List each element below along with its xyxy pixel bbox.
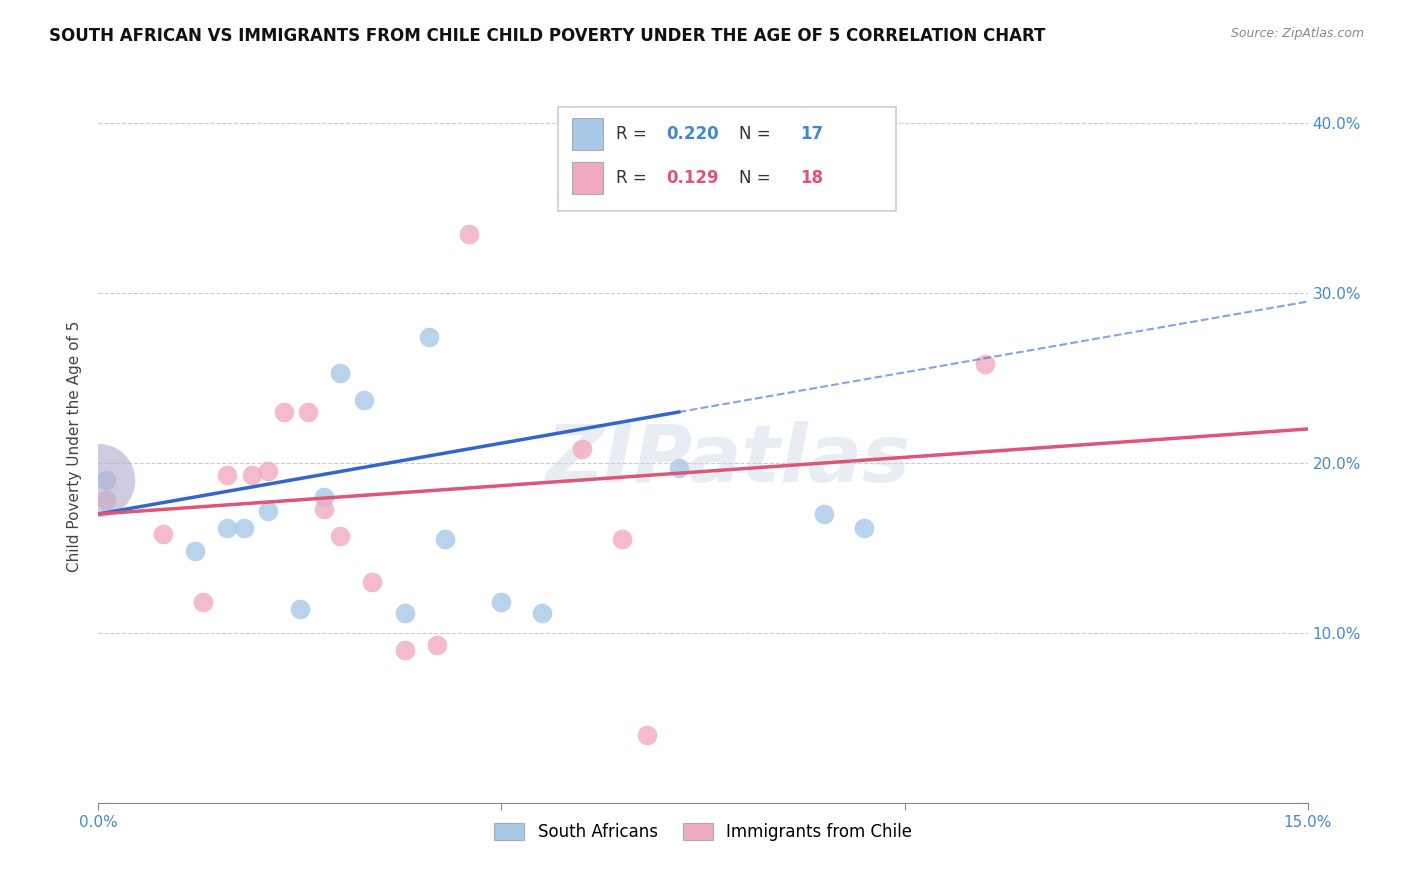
- Point: [184, 544, 207, 558]
- Text: ZIPatlas: ZIPatlas: [544, 421, 910, 500]
- Point: [96, 473, 118, 487]
- Point: [193, 595, 215, 609]
- Point: [636, 728, 658, 742]
- Point: [530, 606, 553, 620]
- Point: [458, 227, 481, 241]
- Text: 0.129: 0.129: [666, 169, 720, 187]
- Point: [668, 461, 690, 475]
- Text: N =: N =: [740, 169, 776, 187]
- Point: [217, 520, 239, 534]
- Text: SOUTH AFRICAN VS IMMIGRANTS FROM CHILE CHILD POVERTY UNDER THE AGE OF 5 CORRELAT: SOUTH AFRICAN VS IMMIGRANTS FROM CHILE C…: [49, 27, 1046, 45]
- FancyBboxPatch shape: [558, 107, 897, 211]
- Point: [394, 643, 416, 657]
- Point: [297, 405, 319, 419]
- Point: [240, 467, 263, 482]
- Point: [256, 503, 278, 517]
- Point: [853, 520, 876, 534]
- Text: 17: 17: [800, 125, 823, 143]
- Point: [426, 638, 449, 652]
- Point: [273, 405, 295, 419]
- Point: [813, 507, 835, 521]
- Point: [491, 595, 513, 609]
- Point: [232, 520, 254, 534]
- Text: Source: ZipAtlas.com: Source: ZipAtlas.com: [1230, 27, 1364, 40]
- Point: [434, 533, 457, 547]
- Point: [394, 606, 416, 620]
- Text: R =: R =: [616, 169, 652, 187]
- Point: [612, 533, 634, 547]
- Point: [152, 527, 174, 541]
- Text: 0.220: 0.220: [666, 125, 720, 143]
- Point: [353, 393, 375, 408]
- Y-axis label: Child Poverty Under the Age of 5: Child Poverty Under the Age of 5: [67, 320, 83, 572]
- Point: [974, 358, 997, 372]
- Point: [571, 442, 593, 457]
- Point: [87, 473, 110, 487]
- Text: R =: R =: [616, 125, 652, 143]
- Point: [329, 366, 352, 380]
- Point: [96, 493, 118, 508]
- FancyBboxPatch shape: [572, 162, 603, 194]
- Point: [314, 490, 336, 504]
- Point: [361, 574, 384, 589]
- Text: 18: 18: [800, 169, 823, 187]
- FancyBboxPatch shape: [572, 118, 603, 150]
- Point: [256, 465, 278, 479]
- Legend: South Africans, Immigrants from Chile: South Africans, Immigrants from Chile: [488, 816, 918, 848]
- Point: [314, 501, 336, 516]
- Point: [329, 529, 352, 543]
- Point: [217, 467, 239, 482]
- Text: N =: N =: [740, 125, 776, 143]
- Point: [288, 602, 311, 616]
- Point: [418, 330, 440, 344]
